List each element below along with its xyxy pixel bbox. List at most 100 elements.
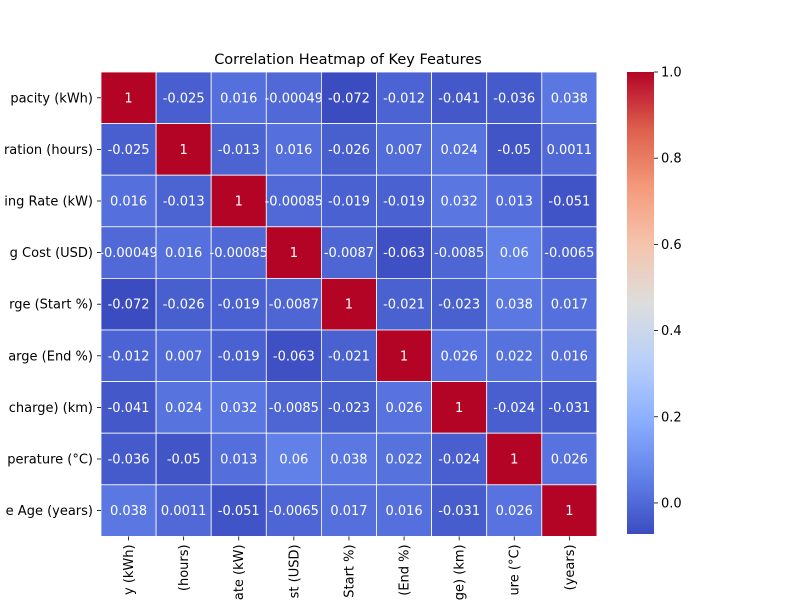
cell-value-label: -0.026 bbox=[328, 143, 370, 158]
cell-value-label: -0.00049 bbox=[265, 91, 323, 106]
column-label: ure (°C) bbox=[508, 544, 523, 595]
cell-value-label: -0.0087 bbox=[324, 246, 374, 261]
row-label: perature (°C) bbox=[7, 453, 93, 468]
cell-value-label: 0.032 bbox=[220, 401, 257, 416]
heatmap-cell bbox=[155, 174, 212, 228]
cell-value-label: 0.016 bbox=[551, 349, 588, 364]
heatmap-cell bbox=[210, 432, 267, 486]
cell-value-label: 0.026 bbox=[551, 453, 588, 468]
heatmap-cell bbox=[100, 71, 157, 124]
heatmap-cell bbox=[155, 226, 212, 279]
heatmap-cell bbox=[376, 484, 432, 537]
heatmap-cell bbox=[210, 71, 267, 124]
cell-value-label: -0.041 bbox=[108, 401, 150, 416]
heatmap-cell bbox=[210, 329, 267, 382]
cell-value-label: -0.00085 bbox=[265, 195, 323, 210]
heatmap-cell bbox=[431, 381, 488, 434]
column-label: ate (kW) bbox=[232, 544, 247, 600]
heatmap-cell bbox=[265, 484, 322, 537]
cell-value-label: 1 bbox=[124, 91, 132, 106]
cell-value-label: -0.072 bbox=[328, 91, 370, 106]
row-label: rge (Start %) bbox=[9, 298, 93, 313]
cell-value-label: 0.06 bbox=[279, 453, 308, 468]
colorbar-ticks: 0.0 0.2 0.4 0.6 0.8 1.0 bbox=[654, 66, 682, 511]
cell-value-label: -0.021 bbox=[328, 349, 370, 364]
column-label: (End %) bbox=[398, 544, 413, 595]
cell-value-label: -0.024 bbox=[438, 453, 480, 468]
cell-value-label: 0.016 bbox=[385, 504, 422, 519]
row-label: arge (End %) bbox=[8, 349, 93, 364]
heatmap-cell bbox=[320, 329, 377, 382]
colorbar-tick-label: 0.2 bbox=[661, 410, 682, 425]
column-label: y (kWh) bbox=[122, 544, 137, 595]
heatmap-cell bbox=[100, 381, 157, 434]
cell-value-label: -0.072 bbox=[108, 298, 150, 313]
row-label: g Cost (USD) bbox=[10, 246, 93, 261]
row-label: ing Rate (kW) bbox=[4, 195, 93, 210]
cell-value-label: 1 bbox=[455, 401, 463, 416]
cell-value-label: -0.0087 bbox=[269, 298, 319, 313]
row-label: pacity (kWh) bbox=[10, 91, 93, 106]
heatmap-cell bbox=[320, 123, 377, 176]
cell-value-label: 1 bbox=[235, 195, 243, 210]
cell-value-label: -0.051 bbox=[218, 504, 260, 519]
colorbar-tick-label: 0.4 bbox=[661, 324, 682, 339]
cell-value-label: -0.0065 bbox=[544, 246, 594, 261]
cell-value-label: -0.031 bbox=[548, 401, 590, 416]
colorbar-tick-label: 0.6 bbox=[661, 238, 682, 253]
column-labels: y (kWh) (hours) ate (kW) st (USD) Start %) (E… bbox=[122, 536, 578, 600]
colorbar-tick-label: 1.0 bbox=[661, 66, 682, 81]
cell-value-label: 1 bbox=[400, 349, 408, 364]
colorbar-tick-label: 0.8 bbox=[661, 152, 682, 167]
column-label: st (USD) bbox=[287, 544, 302, 598]
heatmap-cell bbox=[541, 484, 598, 537]
cell-value-label: 1 bbox=[345, 298, 353, 313]
heatmap-cell bbox=[100, 174, 157, 228]
cell-value-label: -0.023 bbox=[328, 401, 370, 416]
heatmap-cell bbox=[431, 432, 488, 486]
heatmap-cell bbox=[541, 432, 598, 486]
cell-value-label: 0.017 bbox=[551, 298, 588, 313]
heatmap-cell bbox=[320, 432, 377, 486]
cell-value-label: 0.016 bbox=[220, 91, 257, 106]
heatmap-cell bbox=[376, 277, 432, 331]
heatmap-cell bbox=[210, 123, 267, 176]
heatmap-cell bbox=[210, 484, 267, 537]
heatmap-cell bbox=[376, 329, 432, 382]
cell-value-label: 0.026 bbox=[441, 349, 478, 364]
heatmap-cell bbox=[541, 277, 598, 331]
cell-value-label: 0.007 bbox=[385, 143, 422, 158]
heatmap-cell bbox=[376, 71, 432, 124]
cell-value-label: -0.05 bbox=[167, 453, 201, 468]
heatmap-cell bbox=[265, 277, 322, 331]
heatmap-cell bbox=[486, 71, 543, 124]
column-label: Start %) bbox=[342, 544, 357, 597]
cell-value-label: -0.0085 bbox=[434, 246, 484, 261]
cell-value-label: -0.019 bbox=[218, 349, 260, 364]
cell-value-label: 0.024 bbox=[165, 401, 202, 416]
heatmap-cell bbox=[155, 71, 212, 124]
cell-value-label: -0.026 bbox=[163, 298, 205, 313]
column-label: ge) (km) bbox=[453, 544, 468, 600]
cell-value-label: 0.022 bbox=[496, 349, 533, 364]
cell-value-label: 1 bbox=[565, 504, 573, 519]
heatmap-cell bbox=[100, 484, 157, 537]
cell-value-label: 0.013 bbox=[220, 453, 257, 468]
heatmap-cell bbox=[265, 226, 322, 279]
row-labels: pacity (kWh) ration (hours) ing Rate (kW) g… bbox=[4, 91, 101, 519]
cell-value-label: -0.021 bbox=[383, 298, 425, 313]
cell-value-label: -0.025 bbox=[108, 143, 150, 158]
colorbar-tick-label: 0.0 bbox=[661, 496, 682, 511]
heatmap-cell bbox=[155, 329, 212, 382]
cell-value-label: -0.031 bbox=[438, 504, 480, 519]
cell-value-label: 0.016 bbox=[110, 195, 147, 210]
colorbar bbox=[627, 72, 654, 534]
cell-value-label: -0.036 bbox=[493, 91, 535, 106]
cell-value-label: -0.023 bbox=[438, 298, 480, 313]
heatmap-cell bbox=[210, 174, 267, 228]
heatmap-cell bbox=[100, 123, 157, 176]
heatmap-cell bbox=[155, 484, 212, 537]
heatmap-cell bbox=[320, 381, 377, 434]
heatmap-cell bbox=[486, 123, 543, 176]
heatmap-cell bbox=[210, 277, 267, 331]
